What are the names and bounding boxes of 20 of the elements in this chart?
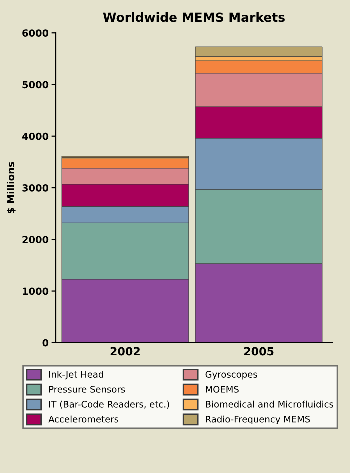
y-tick-label: 0 <box>42 339 49 347</box>
legend-label: Radio-Frequency MEMS <box>206 416 310 425</box>
y-axis-title: $ Millions <box>7 162 16 214</box>
legend-label: Ink-Jet Head <box>49 370 104 380</box>
y-tick-label: 1000 <box>23 288 49 296</box>
chart-title: Worldwide MEMS Markets <box>103 12 285 22</box>
legend-label: Pressure Sensors <box>49 386 126 393</box>
legend-label: Accelerometers <box>48 416 119 423</box>
legend-label: Biomedical and Microfluidics <box>206 400 334 408</box>
y-tick-label: 4000 <box>22 132 49 140</box>
legend-label: Gyroscopes <box>206 371 258 380</box>
y-tick-label: 2000 <box>22 236 49 244</box>
legend-label: MOEMS <box>206 386 239 393</box>
bar <box>195 46 323 58</box>
y-tick-label: 5000 <box>22 81 49 89</box>
x-tick-label: 2005 <box>244 347 274 356</box>
y-tick-label: 6000 <box>22 30 49 37</box>
x-tick-label: 2002 <box>110 347 140 356</box>
legend-label: IT (Bar-Code Readers, etc.) <box>49 400 170 409</box>
y-tick-label: 3000 <box>22 184 49 192</box>
